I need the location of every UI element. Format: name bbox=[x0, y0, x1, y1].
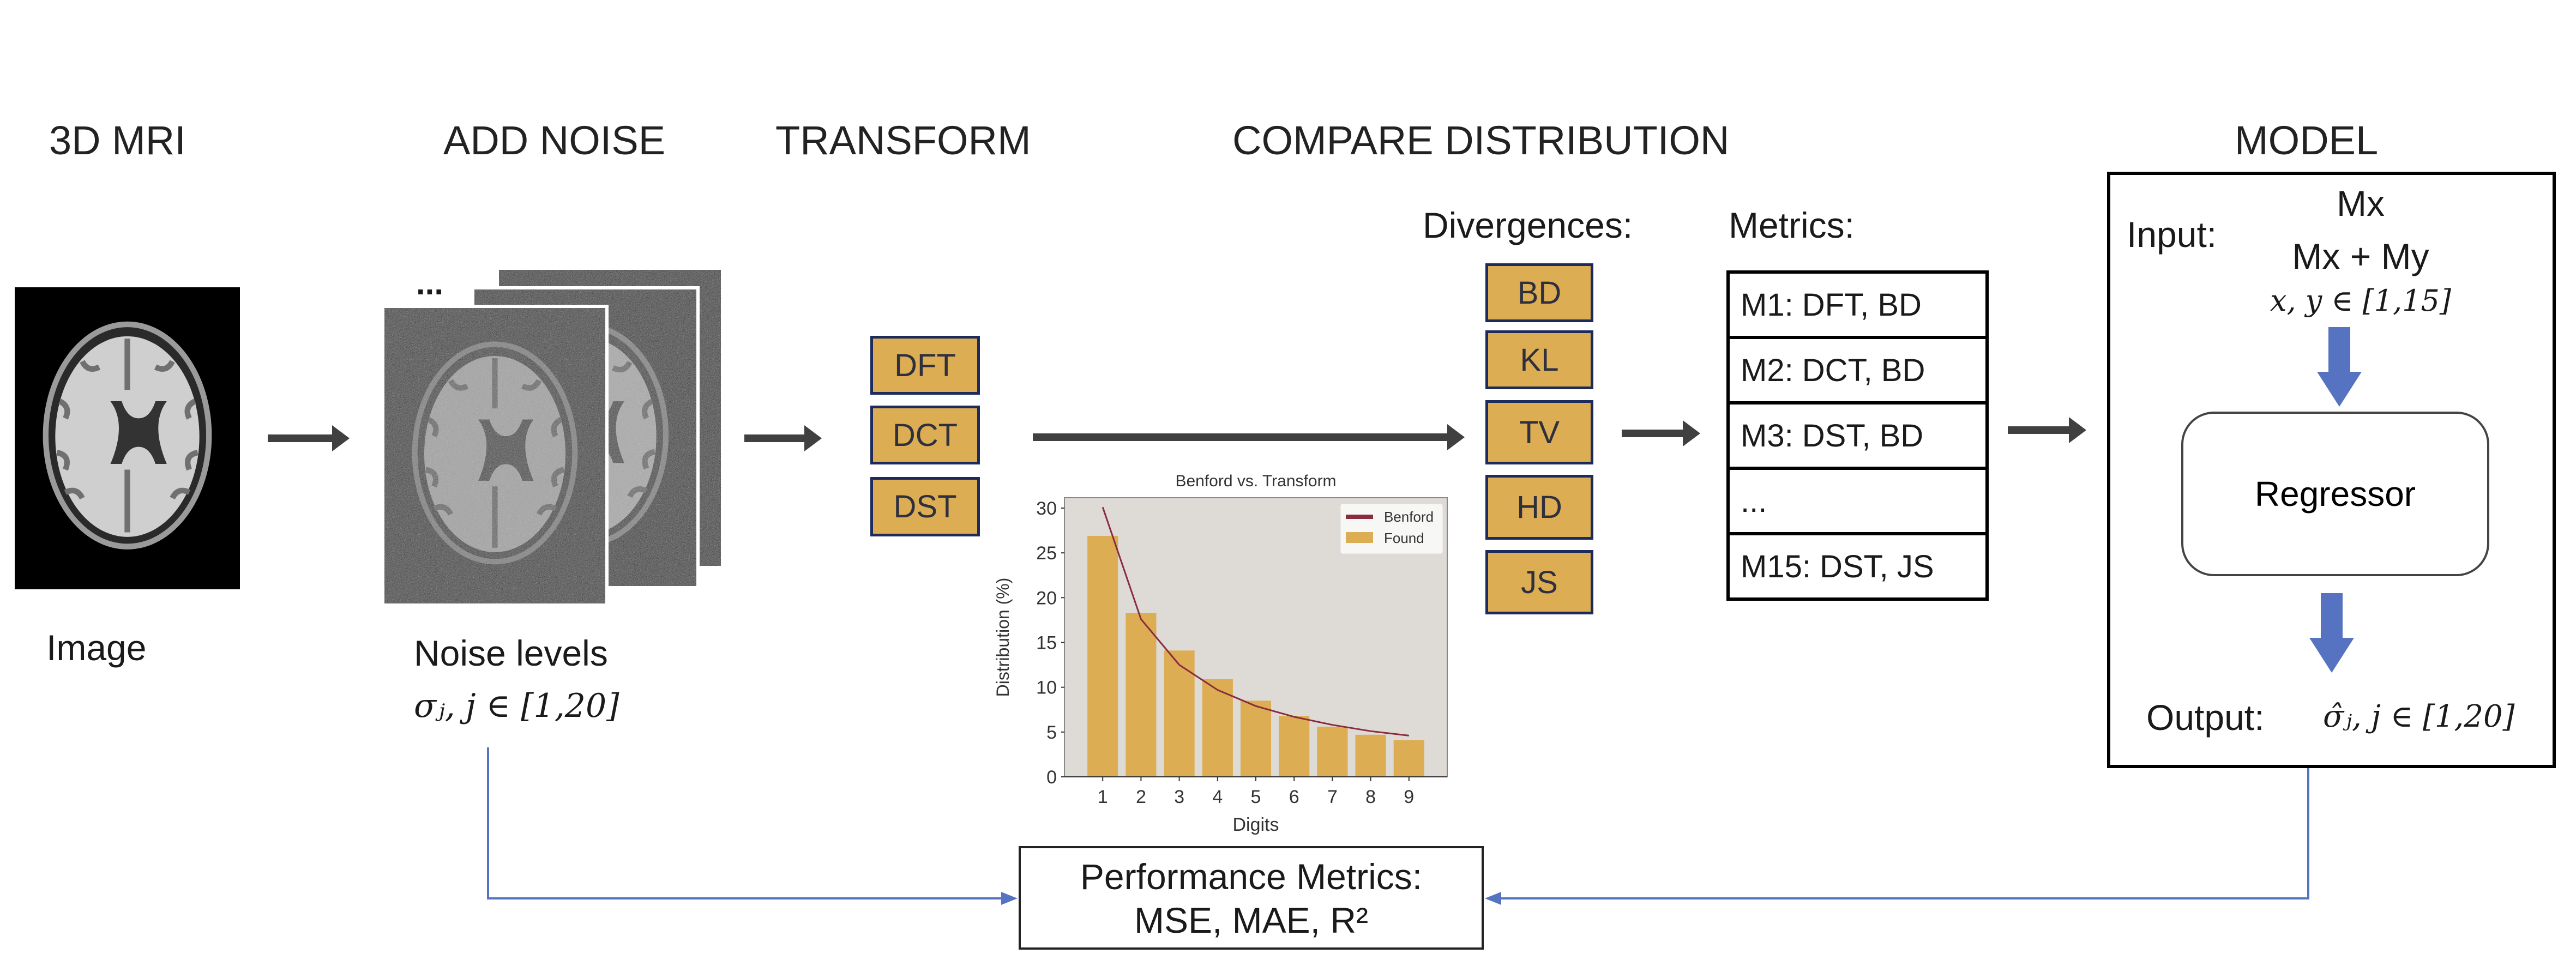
mri-caption: Image bbox=[46, 627, 147, 668]
x-tick-label: 5 bbox=[1251, 787, 1261, 807]
legend-benford: Benford bbox=[1384, 509, 1434, 525]
arrow-to-divergences bbox=[1033, 424, 1465, 450]
y-tick-label: 0 bbox=[1046, 767, 1057, 788]
divergences-label: Divergences: bbox=[1423, 205, 1633, 245]
bar-found-8 bbox=[1355, 734, 1386, 777]
x-tick-label: 8 bbox=[1365, 787, 1376, 807]
model-input-label: Input: bbox=[2127, 214, 2217, 255]
model-input-line2: Mx + My bbox=[2292, 236, 2429, 276]
stage-title-transform: TRANSFORM bbox=[775, 118, 1031, 163]
arrow-to-transform bbox=[744, 425, 822, 451]
model-input-line1: Mx bbox=[2337, 183, 2385, 224]
legend-found-swatch bbox=[1346, 532, 1373, 543]
y-tick-label: 5 bbox=[1046, 722, 1057, 743]
performance-metrics-box: Performance Metrics: MSE, MAE, R² bbox=[1019, 846, 1484, 950]
y-tick-label: 25 bbox=[1036, 543, 1057, 564]
arrow-to-model bbox=[2008, 417, 2086, 443]
noisy-image-front bbox=[381, 305, 609, 607]
divergence-bd: BD bbox=[1485, 263, 1593, 322]
x-tick-label: 9 bbox=[1404, 787, 1414, 807]
arrowhead-icon bbox=[1001, 892, 1018, 905]
transform-dst: DST bbox=[870, 477, 980, 536]
metric-row: M1: DFT, BD bbox=[1730, 274, 1985, 339]
regressor-box: Regressor bbox=[2181, 412, 2489, 576]
stage-title-model: MODEL bbox=[2235, 118, 2379, 163]
benford-line bbox=[1102, 506, 1409, 736]
noise-to-performance-line bbox=[487, 747, 1003, 899]
y-tick-label: 15 bbox=[1036, 633, 1057, 654]
stage-title-compare: COMPARE DISTRIBUTION bbox=[1232, 118, 1730, 163]
model-to-performance-line bbox=[1500, 768, 2309, 899]
x-axis-label: Digits bbox=[1232, 814, 1279, 835]
model-output-formula: σ̂ⱼ, j ∈ [1,20] bbox=[2323, 699, 2515, 734]
arrow-regressor-to-output bbox=[2309, 593, 2354, 673]
divergence-hd: HD bbox=[1485, 475, 1593, 540]
x-tick-label: 7 bbox=[1327, 787, 1338, 807]
model-box bbox=[2107, 172, 2556, 768]
model-output-label: Output: bbox=[2146, 697, 2265, 738]
x-tick-label: 2 bbox=[1136, 787, 1146, 807]
benford-chart: Benford vs. Transform 1 2 3 4 5 6 7 8 9 0 5 10 15 20 2… bbox=[993, 472, 1448, 835]
noise-formula: σⱼ, j ∈ [1,20] bbox=[414, 687, 619, 725]
y-axis-label: Distribution (%) bbox=[993, 578, 1013, 697]
divergence-tv: TV bbox=[1485, 400, 1593, 464]
performance-list: MSE, MAE, R² bbox=[1134, 900, 1369, 940]
arrow-input-to-regressor bbox=[2317, 327, 2362, 407]
bar-found-2 bbox=[1126, 613, 1157, 777]
metric-row: M3: DST, BD bbox=[1730, 404, 1985, 470]
x-tick-label: 4 bbox=[1212, 787, 1223, 807]
stage-title-mri: 3D MRI bbox=[49, 118, 186, 163]
metrics-table: M1: DFT, BD M2: DCT, BD M3: DST, BD ... … bbox=[1726, 270, 1989, 601]
x-tick-label: 6 bbox=[1289, 787, 1299, 807]
metric-row: M15: DST, JS bbox=[1730, 535, 1985, 601]
arrow-to-noise bbox=[268, 425, 350, 451]
performance-title: Performance Metrics: bbox=[1080, 856, 1423, 897]
noise-caption: Noise levels bbox=[414, 633, 608, 673]
chart-legend: Benford Found bbox=[1340, 503, 1443, 554]
bar-found-9 bbox=[1393, 740, 1424, 777]
x-tick-label: 1 bbox=[1098, 787, 1108, 807]
divergence-js: JS bbox=[1485, 550, 1593, 614]
transform-dft: DFT bbox=[870, 336, 980, 395]
arrow-to-metrics bbox=[1622, 420, 1700, 446]
stage-title-noise: ADD NOISE bbox=[443, 118, 666, 163]
mri-image bbox=[15, 287, 240, 589]
bar-found-4 bbox=[1202, 679, 1233, 777]
y-tick-label: 10 bbox=[1036, 678, 1057, 698]
y-tick-label: 30 bbox=[1036, 498, 1057, 519]
metric-row: M2: DCT, BD bbox=[1730, 339, 1985, 404]
transform-dct: DCT bbox=[870, 406, 980, 464]
legend-found: Found bbox=[1384, 530, 1424, 546]
model-input-range: x, y ∈ [1,15] bbox=[2270, 283, 2451, 318]
x-tick-label: 3 bbox=[1174, 787, 1184, 807]
bar-found-7 bbox=[1317, 726, 1348, 777]
noise-ellipsis: ... bbox=[416, 265, 444, 301]
bar-found-5 bbox=[1240, 701, 1272, 777]
y-tick-label: 20 bbox=[1036, 588, 1057, 608]
divergence-kl: KL bbox=[1485, 330, 1593, 389]
arrowhead-icon bbox=[1485, 892, 1501, 905]
chart-title: Benford vs. Transform bbox=[1175, 472, 1336, 490]
metric-row: ... bbox=[1730, 470, 1985, 535]
bar-found-6 bbox=[1279, 716, 1310, 777]
metrics-label: Metrics: bbox=[1729, 205, 1855, 245]
bar-found-1 bbox=[1087, 535, 1118, 777]
